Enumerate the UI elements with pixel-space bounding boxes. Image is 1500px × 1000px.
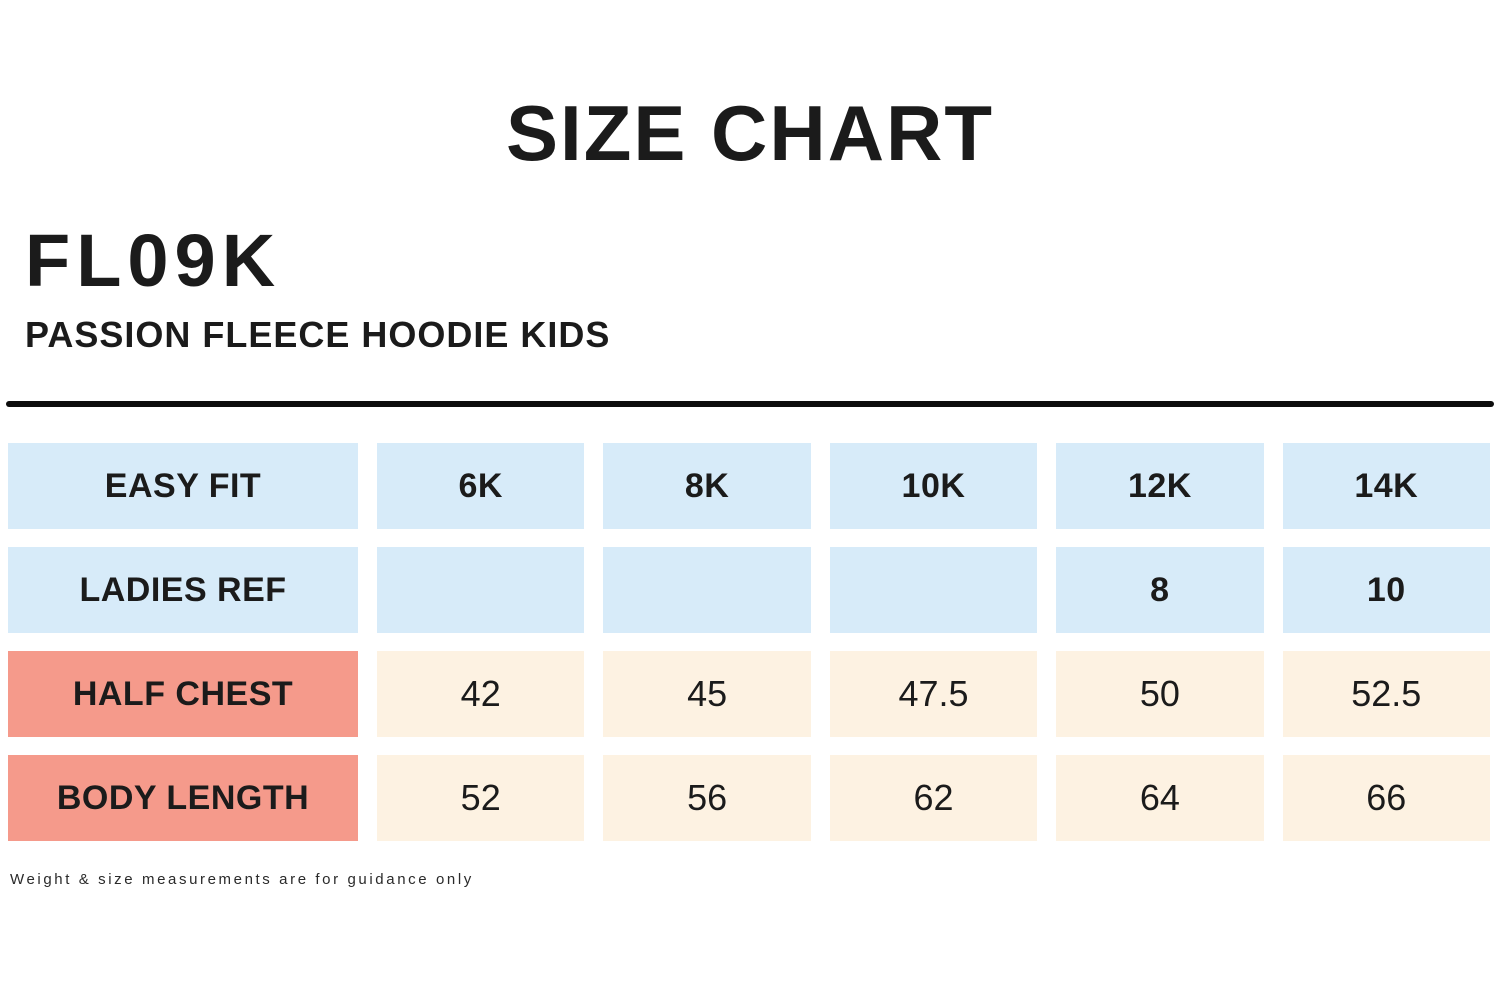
half-chest-10k: 47.5 bbox=[829, 651, 1038, 737]
header-cell-12k: 12K bbox=[1056, 443, 1264, 529]
ladies-ref-14k: 10 bbox=[1282, 547, 1490, 633]
half-chest-6k: 42 bbox=[377, 651, 585, 737]
header-cell-14k: 14K bbox=[1282, 443, 1490, 529]
ladies-ref-10k bbox=[829, 547, 1038, 633]
row-label-body-length: BODY LENGTH bbox=[8, 755, 358, 841]
page-title: SIZE CHART bbox=[506, 89, 994, 177]
half-chest-8k: 45 bbox=[603, 651, 811, 737]
body-length-6k: 52 bbox=[377, 755, 585, 841]
ladies-ref-6k bbox=[377, 547, 585, 633]
half-chest-14k: 52.5 bbox=[1282, 651, 1490, 737]
header-cell-6k: 6K bbox=[377, 443, 585, 529]
divider-rule bbox=[6, 401, 1494, 407]
body-length-12k: 64 bbox=[1056, 755, 1264, 841]
product-name: PASSION FLEECE HOODIE KIDS bbox=[25, 314, 611, 355]
row-label-easy-fit: EASY FIT bbox=[8, 443, 358, 529]
ladies-ref-12k: 8 bbox=[1056, 547, 1264, 633]
row-label-ladies-ref: LADIES REF bbox=[8, 547, 358, 633]
size-table: EASY FIT 6K 8K 10K 12K 14K LADIES REF 8 … bbox=[8, 443, 1490, 841]
ladies-ref-8k bbox=[603, 547, 811, 633]
product-code: FL09K bbox=[25, 219, 282, 302]
header-cell-10k: 10K bbox=[829, 443, 1038, 529]
body-length-8k: 56 bbox=[603, 755, 811, 841]
guidance-footnote: Weight & size measurements are for guida… bbox=[10, 871, 474, 888]
body-length-14k: 66 bbox=[1282, 755, 1490, 841]
half-chest-12k: 50 bbox=[1056, 651, 1264, 737]
header-cell-8k: 8K bbox=[603, 443, 811, 529]
body-length-10k: 62 bbox=[829, 755, 1038, 841]
row-label-half-chest: HALF CHEST bbox=[8, 651, 358, 737]
